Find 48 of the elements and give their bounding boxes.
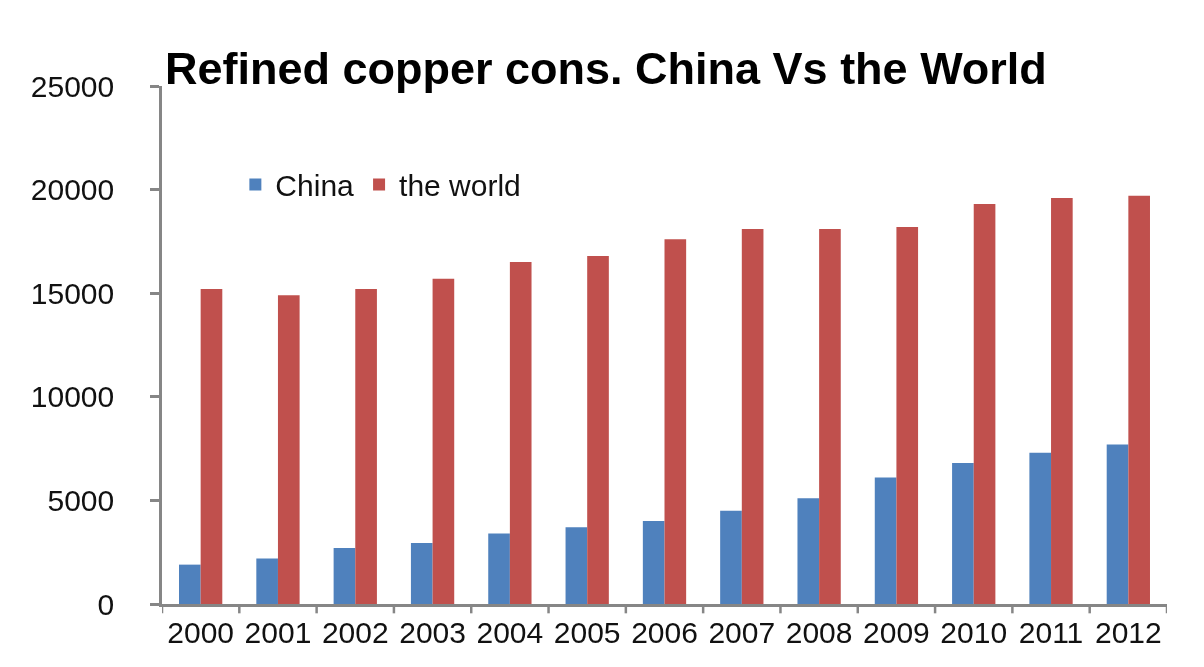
x-tick-label: 2002 <box>321 615 389 649</box>
bar <box>410 542 433 604</box>
bar <box>179 564 201 604</box>
x-tick-label: 2009 <box>863 615 930 649</box>
x-tick-label: 2006 <box>631 615 698 649</box>
bar <box>355 289 377 604</box>
x-tick-label: 2008 <box>785 615 853 649</box>
bar <box>741 228 764 604</box>
y-tick-label: 0 <box>97 587 115 621</box>
x-tick-label: 2011 <box>1018 615 1084 649</box>
chart-title: Refined copper cons. China Vs the World <box>165 42 1047 94</box>
bar <box>565 527 588 604</box>
x-tick-label: 2010 <box>940 615 1008 649</box>
x-tick-label: 2012 <box>1094 615 1162 649</box>
bar <box>720 510 742 604</box>
bar <box>896 226 919 604</box>
x-tick-label: 2001 <box>244 615 312 649</box>
bar <box>664 239 687 604</box>
bar <box>1051 197 1073 604</box>
bar <box>509 262 532 604</box>
bar <box>432 278 455 604</box>
x-tick-label: 2004 <box>476 615 544 649</box>
x-tick-label: 2003 <box>399 615 466 649</box>
legend-label: China <box>275 169 355 203</box>
y-tick-label: 20000 <box>30 173 115 207</box>
y-tick-label: 5000 <box>47 483 115 517</box>
bar <box>333 548 356 604</box>
y-tick-label: 15000 <box>30 276 115 310</box>
bar <box>952 463 974 604</box>
x-tick-label: 2005 <box>553 615 621 649</box>
bar <box>1128 195 1150 604</box>
bar <box>488 533 510 604</box>
bar <box>1029 452 1052 604</box>
y-tick-label: 10000 <box>30 380 115 414</box>
bar <box>874 477 897 604</box>
bar <box>200 289 223 604</box>
bar <box>256 558 278 604</box>
bar <box>587 255 609 604</box>
bar <box>277 295 300 604</box>
bar <box>797 498 820 604</box>
x-tick-label: 2007 <box>708 615 776 649</box>
bar <box>819 228 841 604</box>
bar <box>642 521 665 604</box>
legend-label: the world <box>399 169 521 203</box>
bar <box>1106 444 1129 604</box>
x-tick-label: 2000 <box>167 615 235 649</box>
bar <box>973 204 996 604</box>
y-tick-label: 25000 <box>30 69 115 103</box>
